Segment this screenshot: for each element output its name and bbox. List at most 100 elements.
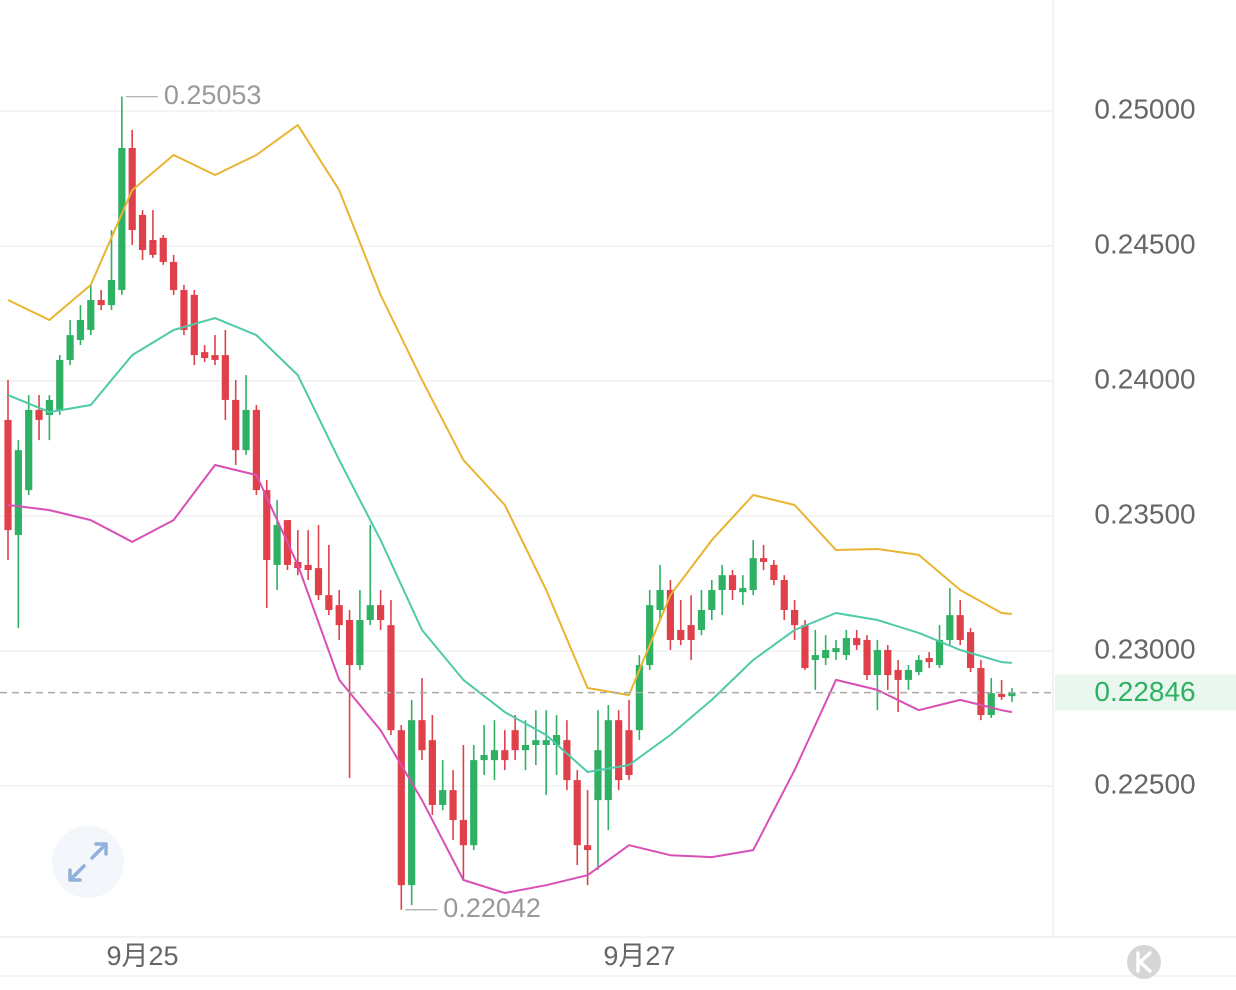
candle-body: [759, 558, 768, 562]
candle-body: [480, 755, 488, 761]
y-tick-label: 0.22500: [1094, 768, 1195, 799]
y-tick-label: 0.24000: [1094, 363, 1195, 394]
candle-body: [242, 409, 250, 451]
y-tick-label: 0.23500: [1094, 498, 1195, 529]
candle-body: [728, 575, 737, 591]
candle-body: [211, 355, 219, 360]
expand-button-bg[interactable]: [52, 826, 124, 898]
candle-body: [791, 609, 799, 626]
candle-body: [366, 605, 374, 620]
candle-body: [118, 147, 126, 291]
band-line: [7, 464, 1013, 894]
expand-button[interactable]: [52, 826, 124, 898]
candle-body: [811, 655, 819, 660]
candle-body: [904, 669, 913, 680]
y-tick-label: 0.24500: [1094, 228, 1195, 259]
candle-body: [201, 352, 209, 359]
candle-body: [666, 590, 674, 640]
candle-body: [801, 625, 809, 669]
candle-body: [677, 629, 685, 640]
candle-body: [4, 419, 12, 531]
candle-body: [252, 409, 260, 491]
candle-body: [832, 648, 840, 653]
candle-body: [956, 615, 964, 640]
candle-body: [45, 399, 53, 416]
candle-body: [987, 693, 995, 716]
candle-body: [625, 730, 633, 775]
candle-body: [511, 730, 519, 751]
candle-body: [345, 619, 354, 666]
candle-body: [149, 240, 157, 255]
candle-body: [387, 625, 395, 731]
candle-body: [449, 790, 457, 821]
candle-body: [490, 750, 499, 761]
candle-body: [107, 280, 116, 306]
candle-body: [532, 740, 540, 746]
candle-body: [408, 720, 416, 886]
candle-body: [584, 845, 592, 851]
candle-body: [966, 632, 975, 669]
candle-body: [180, 290, 188, 330]
candle-body: [35, 409, 43, 420]
kline-icon[interactable]: [1136, 951, 1152, 973]
candle-body: [708, 590, 716, 610]
candle-body: [615, 720, 623, 781]
candle-body: [915, 659, 923, 673]
candle-body: [697, 609, 706, 630]
candle-body: [263, 490, 271, 561]
candle-body: [1008, 692, 1016, 697]
candle-body: [66, 335, 74, 360]
candle-body: [635, 665, 643, 731]
candle-body: [863, 639, 871, 676]
max-label: 0.25053: [164, 80, 262, 110]
candle-body: [232, 399, 240, 451]
candle-body: [563, 740, 571, 781]
candle-body: [428, 740, 436, 805]
candle-body: [356, 619, 364, 666]
expand-icon[interactable]: [68, 842, 108, 882]
band-line: [7, 317, 1012, 773]
last-price-label: 0.22846: [1094, 676, 1195, 707]
y-tick-label: 0.23000: [1094, 633, 1195, 664]
candle-body: [418, 720, 426, 751]
candle-body: [170, 261, 178, 291]
x-tick-label: 9月27: [603, 941, 675, 971]
candle-body: [646, 605, 654, 666]
candle-body: [998, 693, 1006, 697]
candle-body: [718, 575, 726, 591]
candle-body: [97, 300, 105, 306]
candle-body: [946, 615, 954, 640]
candle-body: [604, 720, 612, 801]
kline-button-bg[interactable]: [1127, 945, 1161, 979]
candle-body: [314, 568, 323, 596]
candle-body: [439, 790, 447, 805]
candle-body: [159, 237, 167, 262]
candle-body: [656, 590, 664, 610]
min-label: 0.22042: [443, 893, 541, 923]
candle-body: [304, 564, 312, 571]
candle-body: [770, 564, 778, 581]
candle-body: [687, 625, 695, 640]
candle-body: [873, 649, 881, 676]
candle-body: [977, 668, 985, 716]
candle-body: [25, 409, 33, 491]
candle-body: [935, 639, 944, 666]
candle-body: [542, 740, 550, 746]
candle-body: [573, 780, 581, 846]
last-price-badge: [1055, 674, 1236, 711]
candle-body: [138, 214, 147, 251]
candle-body: [842, 638, 850, 656]
candle-body: [552, 735, 561, 746]
candle-body: [749, 558, 757, 591]
candle-body: [87, 300, 95, 330]
kline-button[interactable]: [1127, 945, 1161, 979]
candle-body: [273, 524, 281, 565]
candle-body: [221, 355, 229, 400]
candle-body: [335, 605, 343, 626]
candle-body: [884, 649, 892, 676]
candle-body: [894, 669, 902, 680]
candle-body: [739, 588, 747, 593]
candle-body: [822, 649, 830, 659]
candle-body: [56, 359, 64, 410]
